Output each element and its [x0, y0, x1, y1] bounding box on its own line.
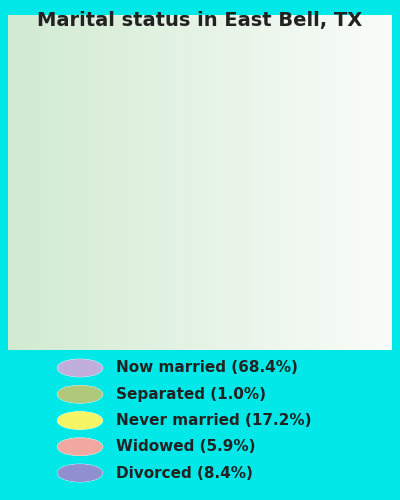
Text: Marital status in East Bell, TX: Marital status in East Bell, TX	[37, 11, 363, 30]
Wedge shape	[102, 58, 324, 306]
Text: Divorced (8.4%): Divorced (8.4%)	[116, 466, 253, 480]
Circle shape	[58, 360, 102, 376]
Circle shape	[58, 412, 102, 428]
Circle shape	[58, 465, 102, 481]
Text: Never married (17.2%): Never married (17.2%)	[116, 413, 312, 428]
Text: Widowed (5.9%): Widowed (5.9%)	[116, 439, 256, 454]
Circle shape	[58, 386, 102, 402]
Wedge shape	[76, 154, 130, 200]
Text: Separated (1.0%): Separated (1.0%)	[116, 387, 266, 402]
Wedge shape	[79, 63, 181, 166]
Circle shape	[58, 438, 102, 455]
Text: Now married (68.4%): Now married (68.4%)	[116, 360, 298, 376]
Wedge shape	[77, 192, 143, 259]
Wedge shape	[167, 61, 185, 113]
